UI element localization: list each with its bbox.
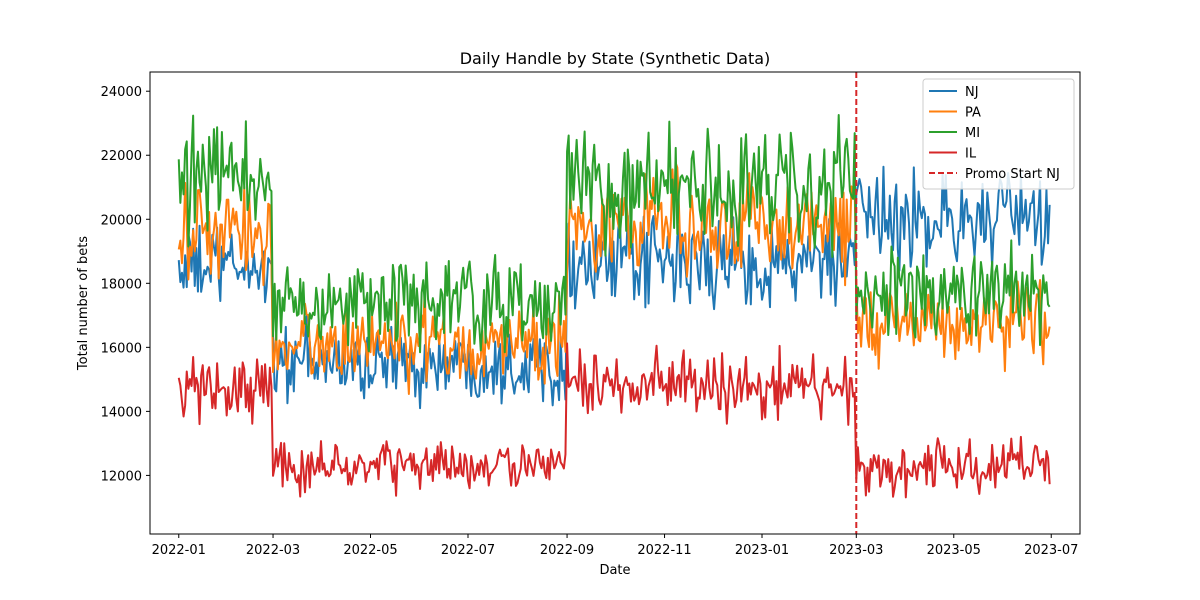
x-tick-label: 2023-03: [829, 543, 883, 558]
legend-label-il: IL: [965, 147, 977, 162]
x-tick-label: 2023-01: [735, 543, 789, 558]
x-axis: 2022-01 2022-03 2022-05 2022-07 2022-09 2022-…: [152, 534, 1078, 558]
y-tick-label: 22000: [101, 149, 142, 164]
y-tick-label: 20000: [101, 213, 142, 228]
x-tick-label: 2022-11: [637, 543, 691, 558]
y-tick-label: 24000: [101, 85, 142, 100]
x-tick-label: 2023-05: [927, 543, 981, 558]
y-tick-label: 16000: [101, 341, 142, 356]
y-axis: 12000 14000 16000 18000 20000 22000 24000: [101, 85, 150, 484]
x-tick-label: 2022-03: [246, 543, 300, 558]
legend: NJ PA MI IL Promo Start NJ: [922, 78, 1075, 190]
y-tick-label: 18000: [101, 277, 142, 292]
legend-label-mi: MI: [965, 126, 980, 141]
y-axis-label: Total number of bets: [76, 236, 91, 371]
x-tick-label: 2022-05: [343, 543, 397, 558]
y-tick-label: 14000: [101, 405, 142, 420]
y-tick-label: 12000: [101, 469, 142, 484]
legend-label-nj: NJ: [965, 85, 979, 100]
legend-label-pa: PA: [965, 106, 981, 121]
chart-title: Daily Handle by State (Synthetic Data): [460, 49, 771, 68]
x-tick-label: 2022-01: [152, 543, 206, 558]
legend-box: [922, 78, 1075, 190]
x-tick-label: 2022-07: [441, 543, 495, 558]
series-layer: [177, 114, 1051, 499]
series-line-il: [177, 342, 1051, 499]
legend-label-promo-start: Promo Start NJ: [965, 167, 1060, 182]
x-tick-label: 2022-09: [540, 543, 594, 558]
series-line-mi: [177, 114, 1051, 354]
plot-frame: [149, 71, 1081, 535]
x-axis-label: Date: [599, 563, 630, 578]
x-tick-label: 2023-07: [1024, 543, 1078, 558]
